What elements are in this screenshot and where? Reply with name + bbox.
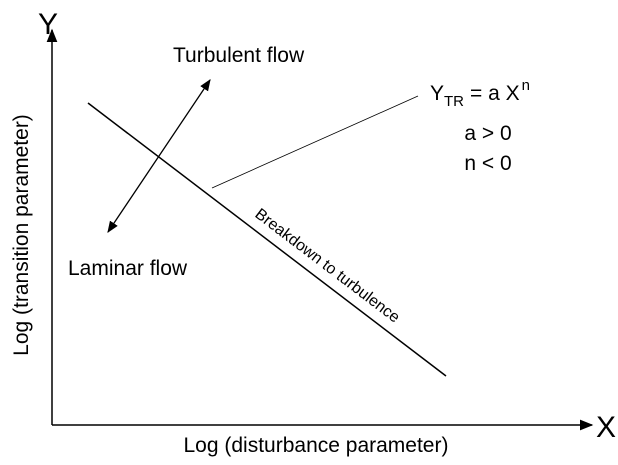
- y-axis-label: Log (transition parameter): [10, 114, 33, 356]
- condition: n < 0: [464, 152, 511, 175]
- turbulent-label: Turbulent flow: [173, 44, 305, 67]
- flow-arrow: [107, 79, 211, 233]
- equation-rest: = a X: [470, 82, 520, 105]
- condition: a > 0: [464, 122, 511, 145]
- line-label: Breakdown to turbulence: [252, 206, 403, 327]
- leader-line: [211, 95, 419, 189]
- laminar-label: Laminar flow: [68, 257, 188, 280]
- x-symbol: X: [596, 411, 616, 444]
- x-axis-label: Log (disturbance parameter): [184, 434, 449, 457]
- transition-line: [87, 102, 447, 377]
- equation-subscript: TR: [444, 93, 464, 110]
- equation-base: Y: [430, 82, 444, 105]
- equation-superscript: n: [522, 77, 530, 94]
- y-symbol: Y: [38, 8, 58, 41]
